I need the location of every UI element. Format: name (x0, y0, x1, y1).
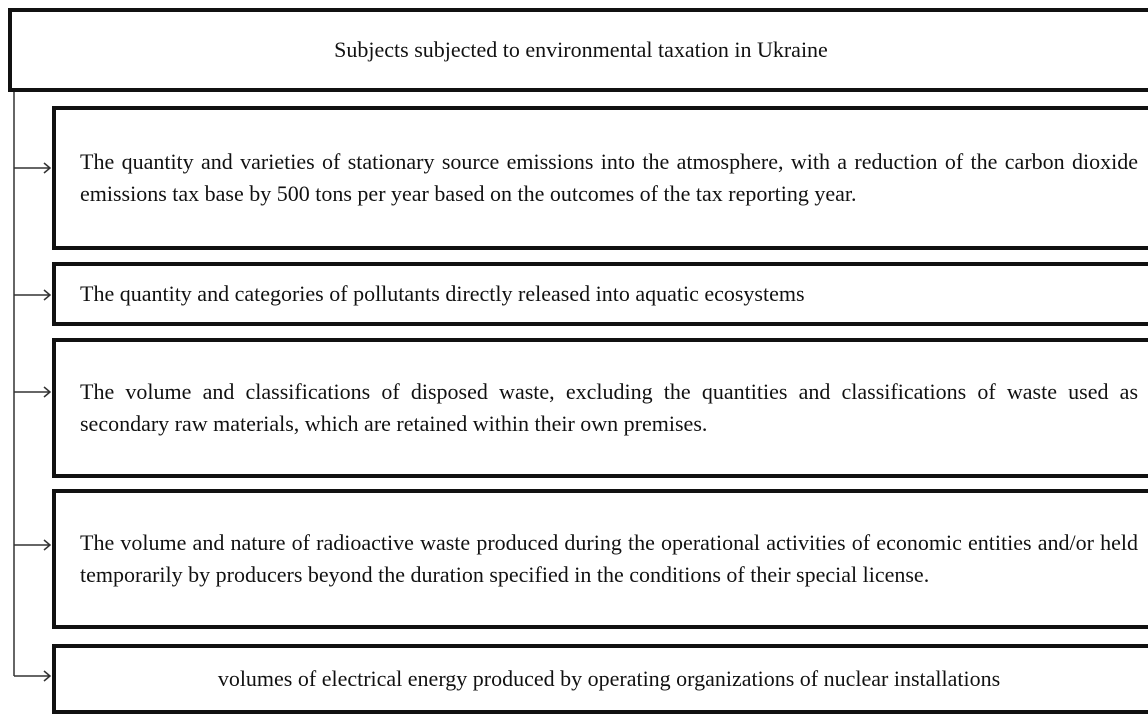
arrow (14, 539, 52, 551)
item-box: The volume and classifications of dispos… (52, 338, 1148, 478)
arrow (14, 386, 52, 398)
item-text: The volume and nature of radioactive was… (80, 530, 1138, 587)
item-box: The quantity and categories of pollutant… (52, 262, 1148, 326)
item-text: volumes of electrical energy produced by… (217, 666, 1001, 691)
header-title: Subjects subjected to environmental taxa… (334, 37, 828, 62)
arrow (14, 162, 52, 174)
header-box: Subjects subjected to environmental taxa… (8, 8, 1148, 92)
item-text: The quantity and varieties of stationary… (80, 149, 1138, 206)
item-box: The volume and nature of radioactive was… (52, 489, 1148, 629)
arrow (14, 289, 52, 301)
item-box: The quantity and varieties of stationary… (52, 106, 1148, 250)
item-text: The quantity and categories of pollutant… (80, 281, 805, 306)
arrow (14, 670, 52, 682)
item-box: volumes of electrical energy produced by… (52, 644, 1148, 714)
item-text: The volume and classifications of dispos… (80, 379, 1138, 436)
